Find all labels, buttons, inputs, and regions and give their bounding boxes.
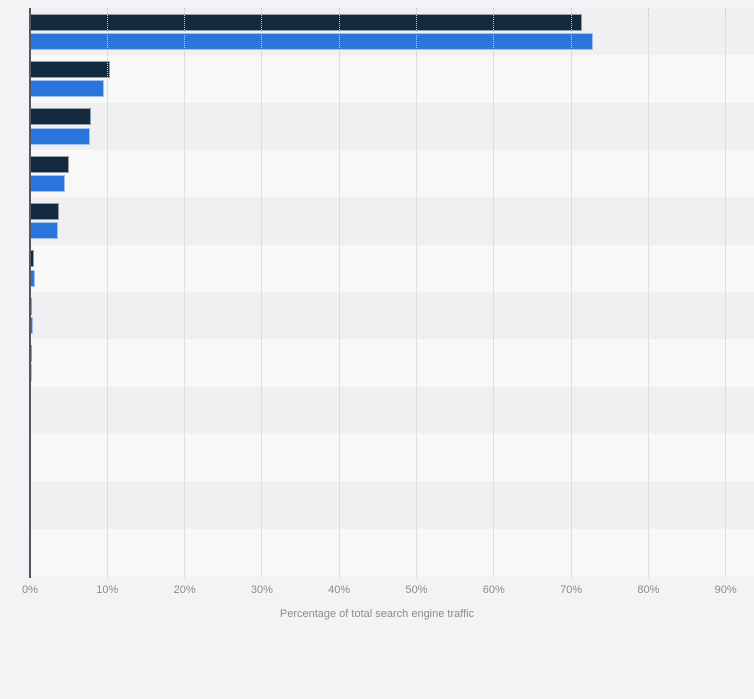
bar-series-1-category-1[interactable] xyxy=(30,13,582,31)
x-tick-label-30%: 30% xyxy=(250,584,273,596)
bar-series-1-category-8[interactable] xyxy=(30,344,32,362)
bar-series-2-category-4[interactable] xyxy=(30,175,65,192)
x-tick-label-10%: 10% xyxy=(96,584,119,596)
bar-series-2-category-7[interactable] xyxy=(30,317,33,334)
x-tick-label-60%: 60% xyxy=(482,584,505,596)
bar-series-2-category-8[interactable] xyxy=(30,364,33,382)
bar-series-1-category-2[interactable] xyxy=(30,60,110,78)
x-tick-label-50%: 50% xyxy=(405,584,428,596)
category-band-3 xyxy=(30,102,754,150)
category-band-12 xyxy=(30,528,754,576)
x-tick-label-70%: 70% xyxy=(560,584,583,596)
bar-series-1-category-5[interactable] xyxy=(30,202,59,220)
category-band-4 xyxy=(30,150,754,198)
x-tick-label-90%: 90% xyxy=(714,584,737,596)
category-band-5 xyxy=(30,197,754,245)
category-band-6 xyxy=(30,244,754,292)
category-band-10 xyxy=(30,434,754,482)
category-band-2 xyxy=(30,55,754,103)
bar-series-1-category-4[interactable] xyxy=(30,155,69,173)
x-tick-label-20%: 20% xyxy=(173,584,196,596)
x-axis-title: Percentage of total search engine traffi… xyxy=(279,608,475,620)
bar-series-1-category-3[interactable] xyxy=(30,108,92,126)
x-tick-label-40%: 40% xyxy=(328,584,351,596)
bar-series-2-category-3[interactable] xyxy=(30,127,90,145)
plot-area xyxy=(30,8,754,576)
bar-series-1-category-6[interactable] xyxy=(30,250,35,268)
bar-series-2-category-5[interactable] xyxy=(30,222,58,240)
bar-series-2-category-6[interactable] xyxy=(30,269,35,287)
bar-series-2-category-1[interactable] xyxy=(30,33,593,50)
category-band-11 xyxy=(30,481,754,529)
category-band-8 xyxy=(30,339,754,387)
bar-series-1-category-7[interactable] xyxy=(30,297,33,315)
category-band-7 xyxy=(30,292,754,340)
x-tick-label-0%: 0% xyxy=(22,584,38,596)
category-band-9 xyxy=(30,386,754,434)
x-tick-label-80%: 80% xyxy=(637,584,660,596)
bar-series-2-category-2[interactable] xyxy=(30,80,105,98)
